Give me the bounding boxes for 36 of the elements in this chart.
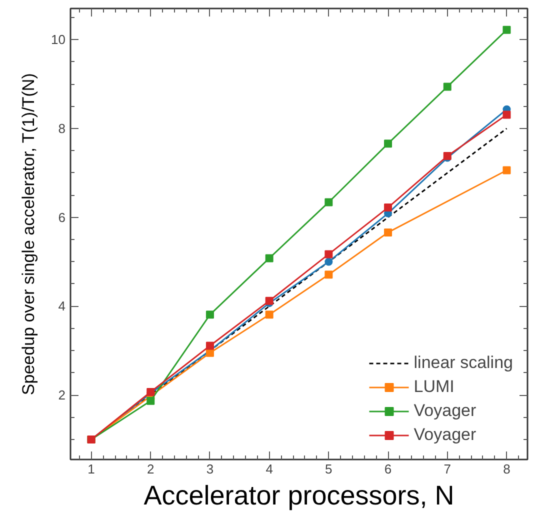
point	[443, 82, 452, 91]
y-tick-label: 6	[58, 210, 66, 225]
x-tick-label: 6	[384, 462, 392, 476]
point	[146, 396, 155, 405]
legend-label: Voyager	[414, 401, 476, 421]
y-axis-title: Speedup over single accelerator, T(1)/T(N)	[19, 73, 38, 396]
point	[265, 296, 274, 305]
y-tick-label: 2	[58, 388, 66, 403]
point	[502, 26, 511, 34]
x-tick-label: 5	[325, 462, 332, 476]
x-tick-label: 4	[266, 462, 273, 476]
legend-label: linear scaling	[414, 353, 513, 373]
point	[265, 254, 274, 262]
y-tick-label: 8	[58, 120, 66, 136]
y-tick-label: 4	[58, 298, 66, 314]
x-tick-label: 1	[88, 462, 95, 476]
x-tick-label: 2	[147, 462, 154, 476]
point	[502, 166, 511, 174]
point	[265, 310, 274, 319]
x-tick-label: 7	[444, 462, 451, 476]
point	[324, 270, 333, 279]
legend-label: Voyager	[414, 425, 476, 445]
point	[206, 342, 214, 350]
point	[324, 250, 333, 258]
point	[502, 110, 511, 119]
x-tick-label: 3	[206, 462, 214, 476]
point	[206, 310, 214, 319]
point	[384, 204, 392, 212]
y-tick-label: 10	[51, 32, 66, 48]
point	[384, 228, 392, 236]
legend-label: LUMI	[414, 377, 454, 397]
point	[324, 258, 333, 266]
x-tick-label: 8	[503, 462, 510, 476]
x-axis-title: Accelerator processors, N	[144, 480, 454, 510]
point	[384, 140, 392, 148]
point	[324, 198, 333, 206]
